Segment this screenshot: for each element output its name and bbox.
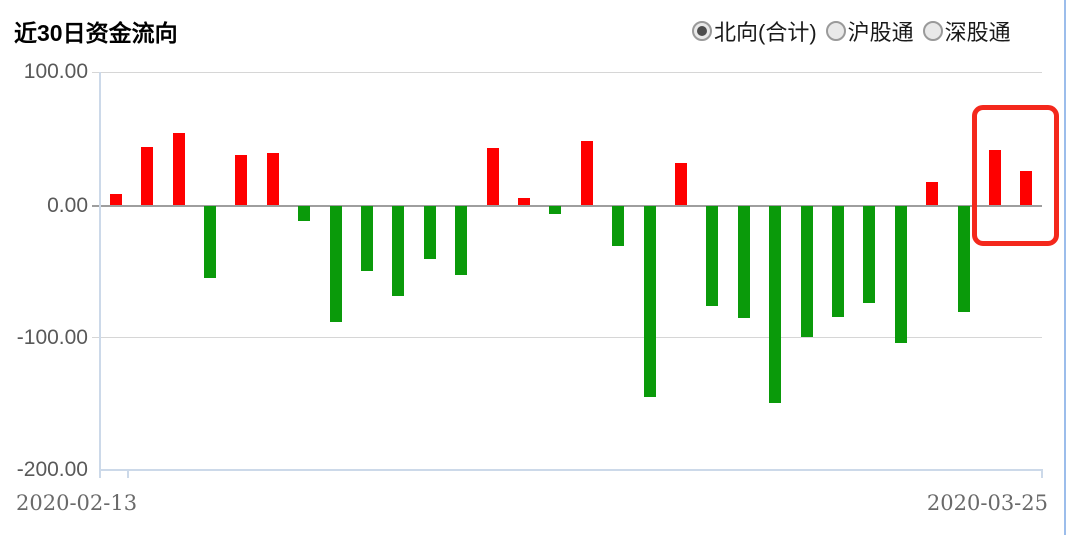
- radio-selected-icon[interactable]: [692, 21, 712, 41]
- flow-bar-21: [737, 205, 750, 318]
- flow-bar-12: [455, 205, 468, 275]
- flow-bar-22: [769, 205, 782, 404]
- flow-bar-8: [329, 205, 342, 323]
- flow-bar-1: [109, 194, 122, 205]
- flow-bar-2: [141, 146, 154, 205]
- flow-bar-3: [172, 133, 185, 205]
- zero-axis-line: [92, 205, 1042, 207]
- flow-bar-29: [988, 150, 1001, 205]
- y-axis-tick-label: -100.00: [16, 326, 88, 349]
- y-axis-line: [99, 72, 101, 478]
- flow-bar-28: [957, 205, 970, 313]
- x-axis-first-date: 2020-02-13: [16, 491, 138, 515]
- flow-bar-4: [203, 205, 216, 278]
- flow-bar-27: [926, 182, 939, 205]
- plot-area: [100, 72, 1059, 470]
- recent-days-highlight-box: [972, 105, 1059, 246]
- radio-unselected-icon[interactable]: [922, 21, 943, 41]
- gridline-minus-100: [92, 337, 1042, 338]
- flow-bar-7: [298, 205, 311, 221]
- radio-shenzhen-connect[interactable]: 深股通: [922, 15, 1011, 47]
- flow-bar-17: [612, 205, 625, 247]
- flow-bar-19: [674, 162, 687, 205]
- flow-bar-9: [360, 205, 373, 272]
- flow-bar-25: [863, 205, 876, 303]
- x-axis-last-date: 2020-03-25: [926, 491, 1048, 515]
- flow-bar-10: [392, 205, 405, 296]
- flow-bar-6: [266, 152, 279, 205]
- flow-bar-5: [235, 154, 248, 205]
- x-axis-tick: [127, 471, 129, 478]
- y-axis-tick-label: 0.00: [47, 194, 88, 217]
- flow-bar-20: [706, 205, 719, 307]
- x-axis-tick: [1041, 471, 1043, 478]
- gridline-100: [92, 72, 1042, 73]
- radio-shanghai-connect[interactable]: 沪股通: [825, 15, 914, 47]
- flow-bar-24: [831, 205, 844, 318]
- market-radio-group: 北向(合计) 沪股通 深股通: [692, 15, 1020, 47]
- flow-bar-23: [800, 205, 813, 337]
- x-axis-line: [99, 469, 1043, 471]
- flow-bar-14: [517, 198, 530, 205]
- flow-bar-18: [643, 205, 656, 398]
- chart-title: 近30日资金流向: [14, 20, 178, 46]
- flow-bar-26: [894, 205, 907, 343]
- radio-northbound-total[interactable]: 北向(合计): [692, 15, 817, 47]
- panel-divider-line: [1064, 0, 1066, 535]
- y-axis-tick-label: 100.00: [23, 60, 88, 83]
- radio-label: 深股通: [944, 20, 1011, 45]
- radio-unselected-icon[interactable]: [825, 21, 846, 41]
- radio-label: 沪股通: [847, 20, 914, 45]
- flow-bar-11: [423, 205, 436, 259]
- radio-label: 北向(合计): [714, 20, 817, 45]
- flow-bar-15: [549, 205, 562, 215]
- flow-bar-30: [1020, 170, 1033, 205]
- flow-bar-13: [486, 148, 499, 205]
- flow-bar-16: [580, 140, 593, 205]
- y-axis-tick-label: -200.00: [16, 458, 88, 481]
